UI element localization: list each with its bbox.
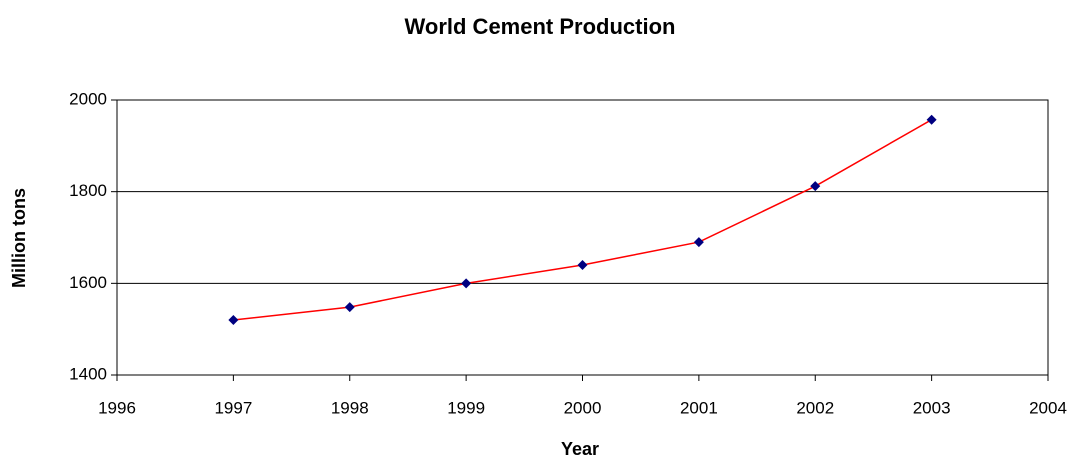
y-tick-label: 2000 — [69, 89, 107, 108]
plot-border — [116, 99, 1049, 376]
data-point — [693, 237, 704, 248]
data-point — [926, 114, 937, 125]
x-tick-label: 1998 — [331, 398, 369, 417]
x-tick-label: 2002 — [796, 398, 834, 417]
x-tick-label: 2003 — [913, 398, 951, 417]
x-tick-label: 2000 — [564, 398, 602, 417]
y-tick-label: 1800 — [69, 181, 107, 200]
y-tick-label: 1600 — [69, 273, 107, 292]
x-tick-label: 1999 — [447, 398, 485, 417]
data-point — [461, 278, 472, 289]
data-point — [810, 181, 821, 192]
x-tick-label: 1996 — [98, 398, 136, 417]
data-point — [228, 315, 239, 325]
data-point — [344, 302, 355, 313]
x-tick-label: 1997 — [214, 398, 252, 417]
x-tick-label: 2001 — [680, 398, 718, 417]
data-point — [577, 260, 588, 270]
y-tick-label: 1400 — [69, 364, 107, 383]
data-line — [233, 119, 932, 321]
chart-title: World Cement Production — [405, 14, 676, 39]
x-axis-label: Year — [561, 439, 599, 459]
y-axis-label: Million tons — [9, 188, 29, 288]
x-tick-label: 2004 — [1029, 398, 1067, 417]
